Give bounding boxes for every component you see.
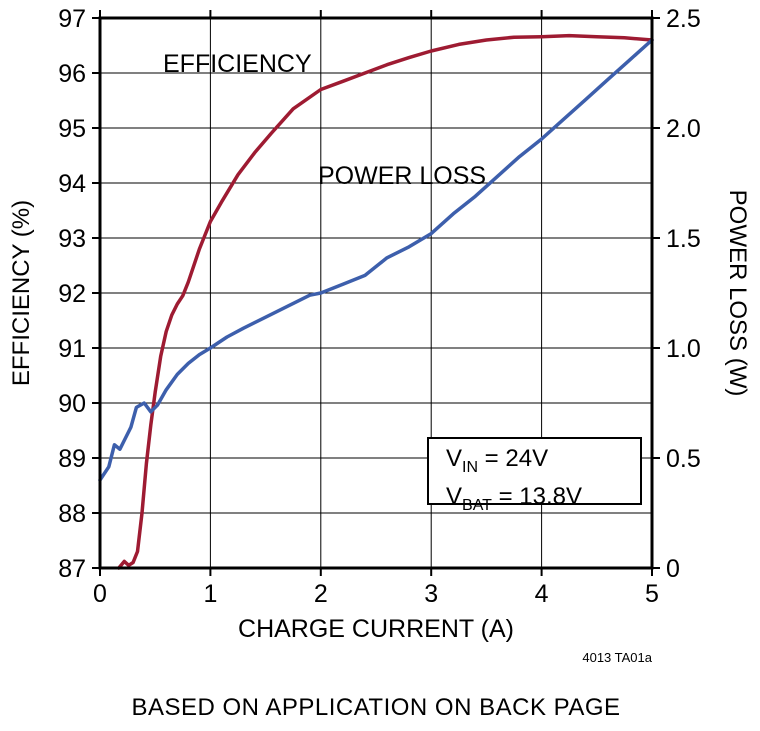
- y-tick-label-left: 96: [58, 60, 86, 88]
- y-tick-label-left: 97: [58, 5, 86, 33]
- y-tick-label-left: 95: [58, 115, 86, 143]
- left-axis-title: EFFICIENCY (%): [8, 199, 35, 387]
- y-tick-label-left: 92: [58, 280, 86, 308]
- x-tick-label: 3: [424, 580, 438, 608]
- efficiency-curve: [117, 33, 654, 570]
- y-tick-label-right: 1.0: [666, 335, 701, 363]
- vbat-symbol: V: [446, 482, 463, 510]
- y-tick-label-right: 0.5: [666, 445, 701, 473]
- vin-condition: VIN = 24V: [446, 444, 640, 482]
- conditions-annotation-box: VIN = 24V VBAT = 13.8V: [427, 437, 642, 514]
- y-tick-label-left: 93: [58, 225, 86, 253]
- vin-subscript: IN: [462, 458, 479, 476]
- figure-id: 4013 TA01a: [582, 650, 652, 665]
- power-loss-series-label: POWER LOSS: [318, 162, 487, 190]
- y-tick-label-left: 87: [58, 555, 86, 583]
- x-axis-title: CHARGE CURRENT (A): [238, 615, 514, 643]
- y-tick-label-right: 2.0: [666, 115, 701, 143]
- x-tick-label: 1: [203, 580, 217, 608]
- plot-frame: [98, 16, 654, 570]
- x-tick-label: 2: [314, 580, 328, 608]
- vin-value: = 24V: [478, 445, 549, 472]
- chart-caption: BASED ON APPLICATION ON BACK PAGE: [131, 694, 621, 721]
- x-tick-label: 0: [93, 580, 107, 608]
- vbat-value: = 13.8V: [491, 482, 583, 510]
- y-tick-label-right: 1.5: [666, 225, 701, 253]
- vbat-subscript: BAT: [462, 496, 492, 514]
- right-axis-title: POWER LOSS (W): [724, 189, 751, 397]
- efficiency-series-label: EFFICIENCY: [163, 50, 312, 78]
- y-tick-label-left: 90: [58, 390, 86, 418]
- y-tick-label-right: 0: [666, 555, 680, 583]
- vin-symbol: V: [446, 445, 463, 472]
- vbat-condition: VBAT = 13.8V: [446, 482, 640, 520]
- y-tick-label-left: 88: [58, 500, 86, 528]
- x-tick-label: 4: [535, 580, 549, 608]
- x-tick-label: 5: [645, 580, 659, 608]
- y-tick-label-left: 89: [58, 445, 86, 473]
- y-tick-label-left: 91: [58, 335, 86, 363]
- y-tick-label-right: 2.5: [666, 5, 701, 33]
- y-tick-label-left: 94: [58, 170, 86, 198]
- power-loss-curve: [98, 38, 654, 482]
